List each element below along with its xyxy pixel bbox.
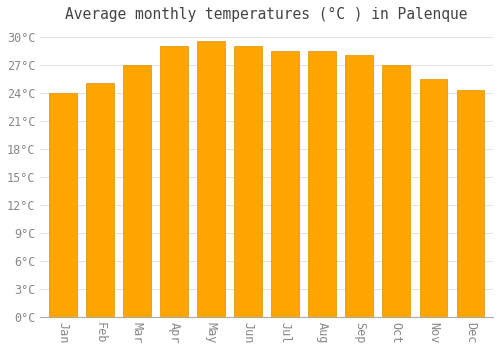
Title: Average monthly temperatures (°C ) in Palenque: Average monthly temperatures (°C ) in Pa… bbox=[66, 7, 468, 22]
Bar bbox=[234, 46, 262, 317]
Bar bbox=[49, 93, 77, 317]
Bar bbox=[123, 65, 151, 317]
Bar bbox=[420, 79, 448, 317]
Bar bbox=[272, 51, 299, 317]
Bar bbox=[382, 65, 410, 317]
Bar bbox=[308, 51, 336, 317]
Bar bbox=[160, 46, 188, 317]
Bar bbox=[197, 41, 225, 317]
Bar bbox=[86, 83, 114, 317]
Bar bbox=[456, 90, 484, 317]
Bar bbox=[346, 55, 373, 317]
